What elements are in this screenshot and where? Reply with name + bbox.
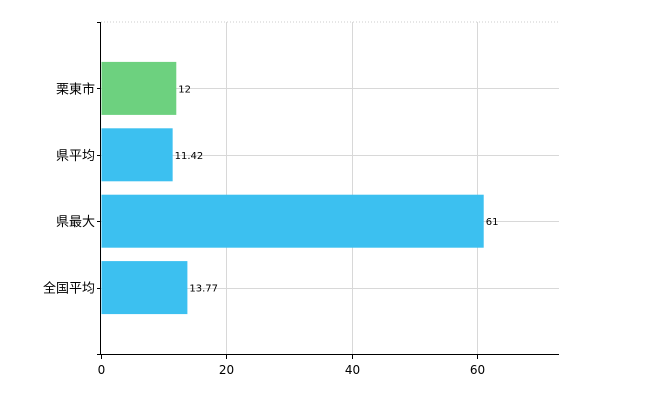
- data-label: 13.77: [189, 284, 218, 295]
- y-tick-label: 県最大: [56, 215, 95, 230]
- y-tick-label: 県平均: [56, 149, 95, 164]
- x-tick-label: 60: [470, 363, 485, 377]
- data-label: 11.42: [175, 151, 204, 162]
- bar: [101, 261, 188, 315]
- bar: [101, 194, 484, 248]
- bar: [101, 128, 173, 182]
- bar: [101, 61, 177, 115]
- x-tick-label: 0: [98, 363, 106, 377]
- y-tick-label: 栗東市: [56, 81, 95, 97]
- data-label: 61: [486, 217, 499, 228]
- x-tick-label: 40: [345, 363, 360, 377]
- x-tick-label: 20: [219, 363, 234, 377]
- y-tick-label: 全国平均: [43, 281, 95, 297]
- data-label: 12: [178, 84, 191, 95]
